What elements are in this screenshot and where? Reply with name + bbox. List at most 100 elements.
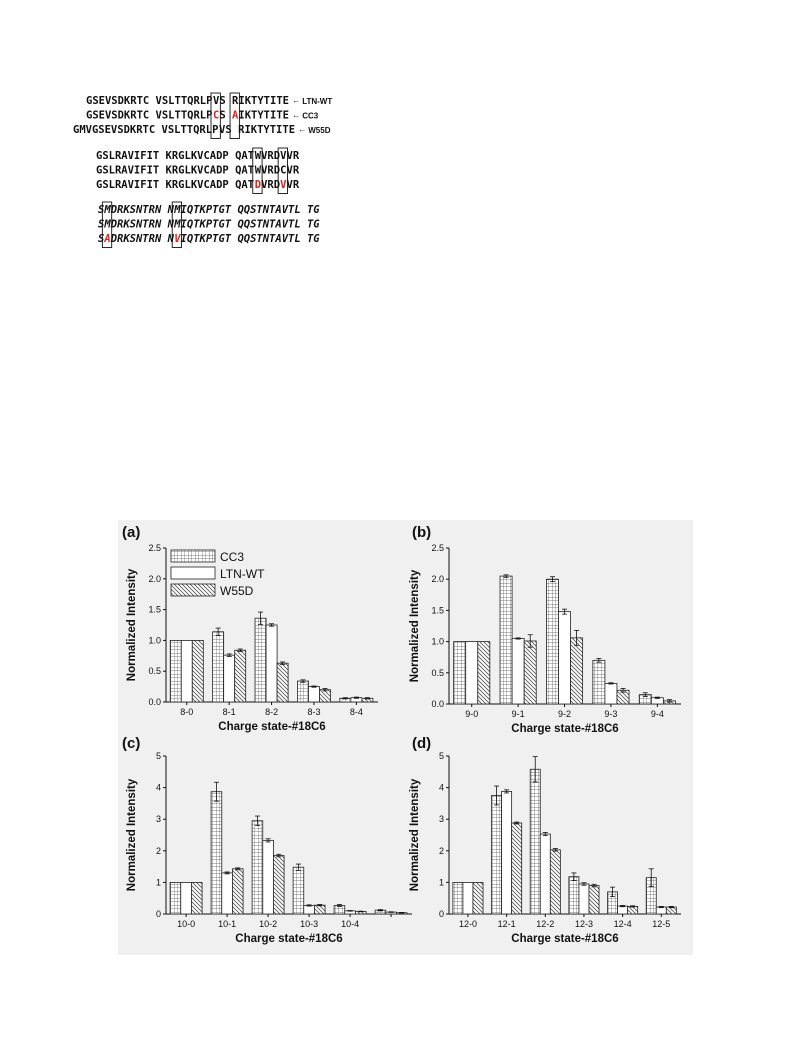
sequence-segment: S: [98, 204, 104, 216]
x-tick-label: 10-4: [341, 919, 359, 929]
panel-label: (b): [412, 524, 431, 541]
x-tick-label: 12-1: [498, 919, 516, 929]
bar-w55d: [665, 906, 677, 915]
bar-cc3: [297, 680, 309, 703]
bar-cc3: [169, 881, 182, 915]
sequence-segment: W: [255, 165, 262, 177]
sequence-segment: GSLRAVIFIT KRGLKVCADP QAT: [96, 179, 254, 191]
x-axis-label: Charge state-#18C6: [218, 721, 325, 733]
bar-cc3: [251, 820, 264, 915]
sequence-alignment: GSEVSDKRTC VSLTTQRLP V S R IKTYTITE ← LTN-WTG…: [73, 92, 332, 248]
x-tick-label: 12-2: [536, 919, 554, 929]
x-tick-label: 12-4: [614, 919, 632, 929]
bar-w55d: [477, 641, 491, 705]
x-tick-label: 8-2: [265, 707, 278, 717]
y-tick-label: 0: [156, 909, 161, 919]
sequence-segment: VRD: [261, 165, 280, 177]
bar-cc3: [254, 617, 267, 703]
bar-w55d: [232, 868, 244, 915]
sequence-segment: V: [174, 233, 181, 245]
y-tick-label: 3: [439, 814, 444, 824]
sequence-segment: M: [173, 204, 181, 216]
sequence-segment: V: [280, 179, 287, 191]
bar-ltn-wt: [578, 883, 590, 915]
sequence-segment: VRD: [261, 150, 280, 162]
bar-cc3: [592, 659, 606, 705]
bar-cc3: [292, 866, 305, 915]
bar-ltn-wt: [180, 640, 193, 703]
mutation-box: [229, 92, 240, 139]
x-tick-label: 8-1: [223, 707, 236, 717]
bar-ltn-wt: [501, 790, 513, 915]
sequence-segment: IKTYTITE: [244, 124, 295, 136]
chart-panel-c: (c) 0 1 2 3 4 5 Normalized Intensity Charge stat…: [122, 735, 412, 945]
x-tick-label: 9-4: [651, 709, 664, 719]
bar-w55d: [570, 637, 584, 705]
bar-chart-figure: (a) 0.0 0.5 1.0 1.5 2.0 2.5 Normalized Intensit…: [118, 520, 693, 955]
mutation-box: [252, 147, 263, 194]
sequence-segment: W: [255, 150, 262, 162]
sequence-segment: V: [213, 95, 220, 107]
arrow-icon: ←: [292, 111, 300, 120]
sequence-segment: S: [225, 124, 231, 136]
bar-w55d: [549, 849, 561, 915]
sequence-label: LTN-WT: [302, 97, 332, 106]
sequence-segment: IQTKPTGT QQSTNTAVTL TG: [181, 204, 321, 216]
sequence-segment: C: [280, 165, 286, 177]
x-tick-label: 12-5: [652, 919, 670, 929]
bar-w55d: [319, 689, 331, 703]
bar-w55d: [234, 649, 247, 703]
bar-ltn-wt: [465, 641, 479, 705]
bar-cc3: [210, 791, 223, 915]
bar-ltn-wt: [558, 611, 571, 705]
y-tick-label: 2: [156, 846, 161, 856]
x-tick-label: 8-4: [350, 707, 363, 717]
arrow-icon: ←: [298, 125, 306, 134]
legend-label: W55D: [220, 584, 254, 598]
bar-cc3: [499, 575, 513, 705]
sequence-segment: VR: [287, 165, 300, 177]
bar-cc3: [491, 795, 502, 915]
x-tick-label: 10-2: [259, 919, 277, 929]
y-tick-label: 2: [439, 846, 444, 856]
sequence-segment: M: [103, 219, 111, 231]
bar-cc3: [568, 876, 580, 915]
sequence-segment: S: [98, 219, 104, 231]
y-tick-label: 2.0: [431, 574, 444, 584]
sequence-segment: A: [232, 110, 239, 122]
sequence-segment: IKTYTITE: [238, 95, 289, 107]
y-tick-label: 4: [156, 783, 161, 793]
sequence-segment: R: [238, 124, 245, 136]
bar-w55d: [588, 885, 600, 915]
sequence-segment: C: [213, 110, 219, 122]
mutation-box: [171, 201, 182, 248]
bar-ltn-wt: [308, 686, 320, 703]
bar-ltn-wt: [604, 683, 618, 705]
y-axis-label: Normalized Intensity: [126, 568, 138, 681]
y-tick-label: 1: [439, 877, 444, 887]
panel-label: (a): [122, 524, 140, 541]
y-tick-label: 1.5: [431, 605, 444, 615]
y-tick-label: 0.0: [148, 697, 161, 707]
y-axis-label: Normalized Intensity: [409, 778, 421, 891]
y-tick-label: 1.5: [148, 605, 161, 615]
x-tick-label: 10-1: [218, 919, 236, 929]
sequence-segment: M: [173, 219, 181, 231]
sequence-segment: IKTYTITE: [238, 110, 289, 122]
mutation-box: [210, 92, 221, 139]
mutation-box: [277, 147, 288, 194]
bar-ltn-wt: [265, 624, 278, 703]
bar-cc3: [212, 631, 225, 703]
x-tick-label: 12-0: [459, 919, 477, 929]
sequence-segment: S: [219, 110, 225, 122]
bar-w55d: [191, 640, 204, 703]
legend-swatch-w55d: [170, 583, 216, 597]
bar-ltn-wt: [180, 881, 192, 915]
sequence-segment: S: [98, 233, 104, 245]
bar-cc3: [169, 640, 182, 703]
sequence-segment: GSEVSDKRTC VSLTTQRLP: [86, 95, 212, 107]
sequence-segment: GSLRAVIFIT KRGLKVCADP QAT: [96, 150, 254, 162]
bar-ltn-wt: [539, 833, 551, 915]
x-tick-label: 9-3: [604, 709, 617, 719]
sequence-segment: VR: [287, 150, 300, 162]
